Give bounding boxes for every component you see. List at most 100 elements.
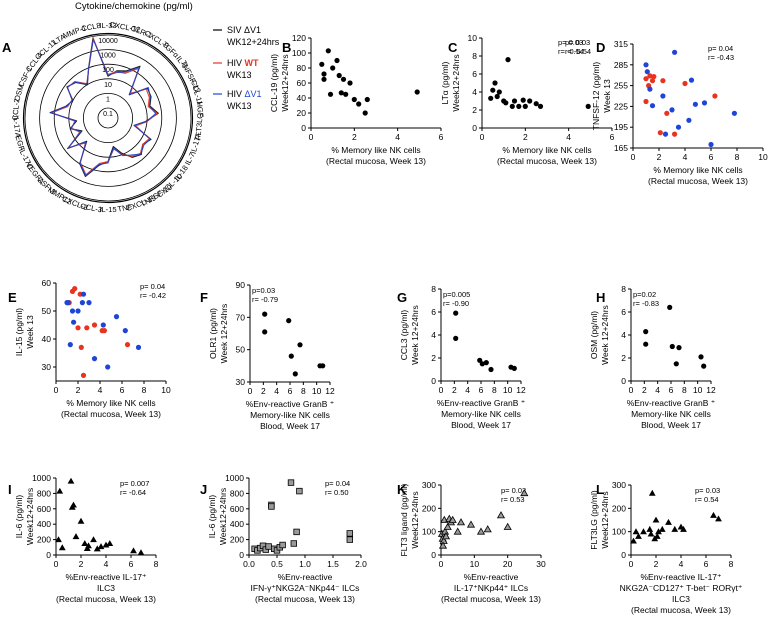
data-point bbox=[660, 78, 666, 84]
data-point bbox=[356, 101, 362, 107]
x-axis-label-1: %Env-reactive GranB ⁺ bbox=[437, 398, 526, 408]
data-point bbox=[671, 525, 679, 532]
x-tick-label: 2 bbox=[352, 132, 357, 142]
x-tick-label: 8 bbox=[682, 385, 687, 395]
x-axis-label-1: %Env-reactive bbox=[278, 572, 333, 582]
y-axis-label-2: Week 13 bbox=[25, 315, 35, 349]
data-point bbox=[84, 325, 90, 331]
y-tick-label: 40 bbox=[297, 93, 307, 103]
y-axis-label-2: Week12+24hrs bbox=[410, 491, 420, 548]
panel-label-d: D bbox=[596, 40, 605, 55]
data-point bbox=[67, 477, 75, 484]
x-axis-label-3: ILC3 bbox=[672, 594, 690, 604]
data-point bbox=[65, 300, 71, 306]
data-point bbox=[68, 503, 76, 510]
data-point bbox=[715, 515, 722, 522]
x-tick-label: 1.0 bbox=[299, 559, 311, 569]
data-point bbox=[665, 518, 672, 525]
data-point bbox=[338, 90, 344, 96]
radar-ring bbox=[53, 63, 163, 173]
x-tick-label: 6 bbox=[669, 385, 674, 395]
scatter-panel-i: I 0 2 4 6 8 0 200 400 600 800 1000 IL-6 (pg/ml) Week1… bbox=[8, 473, 159, 604]
x-tick-label: 6 bbox=[610, 132, 615, 142]
data-point bbox=[287, 479, 295, 486]
data-point bbox=[676, 345, 682, 351]
stat-label: r= -0.79 bbox=[252, 295, 278, 304]
x-axis-label-1: % Memory like NK cells bbox=[502, 145, 591, 155]
radar-legend: SIV ΔV1 WK12+24hrs HIV WT WK13 HIV ΔV1 W… bbox=[213, 25, 280, 111]
radar-series-2 bbox=[50, 39, 157, 177]
stat-label: p= 0.04 bbox=[708, 44, 733, 53]
data-point bbox=[97, 543, 105, 550]
data-point bbox=[682, 80, 688, 87]
x-tick-label: 0 bbox=[54, 559, 59, 569]
x-tick-label: 0 bbox=[439, 559, 444, 569]
y-tick-label: 80 bbox=[297, 63, 307, 73]
data-point bbox=[646, 525, 654, 532]
y-tick-label: 40 bbox=[42, 334, 52, 344]
y-tick-label: 100 bbox=[422, 527, 436, 537]
data-point bbox=[90, 536, 97, 543]
data-point bbox=[91, 322, 98, 328]
x-tick-label: 4 bbox=[104, 559, 109, 569]
x-axis-label-2: (Rectal mucosa, Week 13) bbox=[61, 409, 161, 419]
data-point bbox=[643, 329, 649, 335]
data-point bbox=[667, 304, 673, 310]
x-tick-label: 10 bbox=[312, 386, 322, 396]
data-point bbox=[643, 341, 649, 347]
data-point bbox=[80, 372, 87, 378]
data-point bbox=[585, 103, 591, 109]
data-point bbox=[75, 308, 81, 314]
panel-label-i: I bbox=[8, 482, 12, 497]
radar-rings bbox=[22, 32, 194, 204]
data-point bbox=[651, 535, 659, 542]
data-point bbox=[672, 131, 678, 137]
data-point bbox=[708, 141, 714, 148]
scatter-panel-f: F 0 2 4 6 8 10 12 30 50 70 90 OLR1 (pg/ml) Week 12+24… bbox=[200, 280, 335, 431]
data-point bbox=[509, 103, 515, 109]
radar-axis-label: IL-17A bbox=[11, 115, 22, 139]
radar-ring bbox=[83, 93, 134, 144]
data-point bbox=[292, 371, 298, 377]
data-point bbox=[657, 130, 663, 136]
y-tick-label: 0 bbox=[431, 376, 436, 386]
data-point bbox=[488, 366, 494, 373]
data-point bbox=[692, 101, 699, 107]
x-tick-label: 10 bbox=[693, 385, 703, 395]
data-point bbox=[296, 487, 303, 495]
y-tick-label: 400 bbox=[37, 519, 51, 529]
panel-label-c: C bbox=[448, 40, 458, 55]
data-point bbox=[456, 518, 466, 526]
stat-label: p= 0.03 bbox=[558, 38, 583, 47]
data-point bbox=[649, 103, 656, 109]
data-point bbox=[658, 525, 666, 532]
y-tick-label: 300 bbox=[612, 480, 626, 490]
y-tick-label: 800 bbox=[230, 488, 244, 498]
data-point bbox=[453, 335, 459, 341]
data-point bbox=[533, 101, 539, 107]
data-point bbox=[414, 89, 420, 95]
radar-ring-label: 10 bbox=[104, 82, 112, 89]
y-tick-label: 8 bbox=[621, 284, 626, 294]
panel-label-j: J bbox=[200, 482, 207, 497]
panel-label-a: A bbox=[2, 40, 12, 55]
data-point bbox=[262, 311, 268, 317]
stat-label: r= 0.54 bbox=[695, 495, 719, 504]
radar-title: Cytokine/chemokine (pg/ml) bbox=[75, 1, 193, 12]
radar-axis-label: CCL8 bbox=[81, 21, 102, 33]
data-point bbox=[652, 516, 660, 523]
data-point bbox=[58, 544, 66, 551]
y-tick-label: 100 bbox=[292, 48, 306, 58]
radar-outer-ring bbox=[22, 32, 194, 204]
y-tick-label: 1000 bbox=[32, 473, 51, 483]
x-axis-label-2: ILC3 bbox=[97, 583, 115, 593]
data-point bbox=[319, 61, 325, 67]
data-point bbox=[83, 545, 91, 551]
data-point bbox=[655, 528, 662, 535]
data-point bbox=[279, 541, 286, 549]
radar-chart-panel-a: A Cytokine/chemokine (pg/ml) 0.1 1 10 100 10… bbox=[2, 1, 205, 214]
stat-label: r= -0.83 bbox=[633, 299, 659, 308]
data-point bbox=[346, 536, 353, 543]
